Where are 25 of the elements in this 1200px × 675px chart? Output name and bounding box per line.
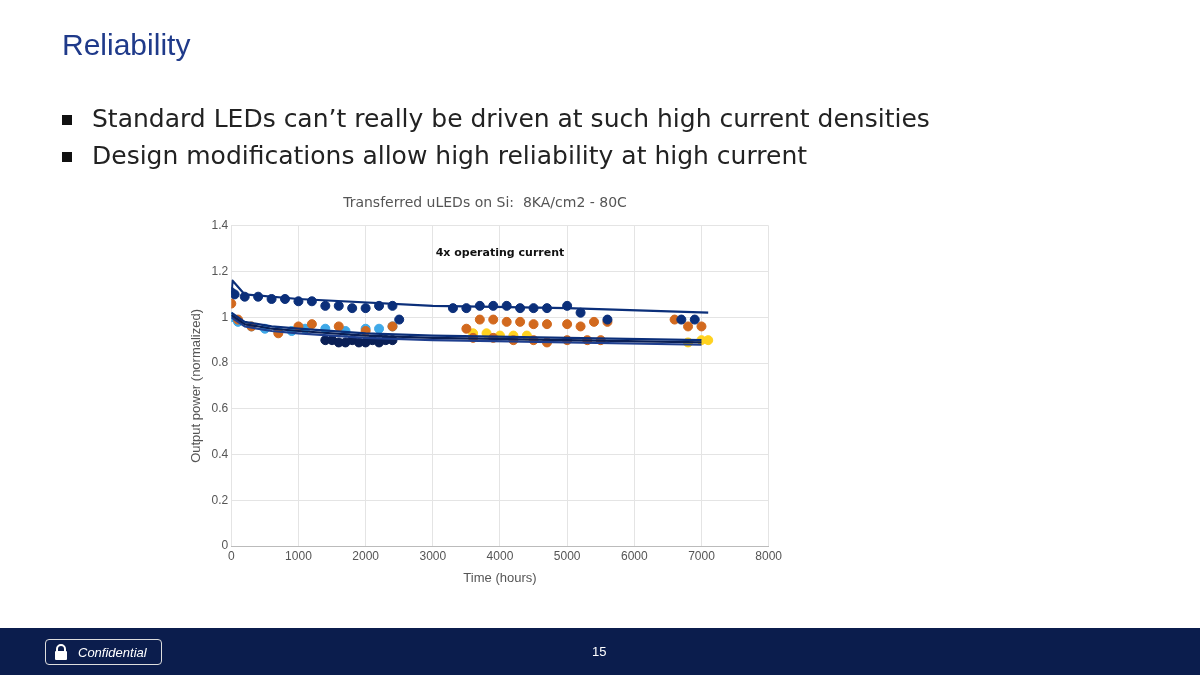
x-tick-label: 4000 xyxy=(486,548,514,563)
x-tick-label: 8000 xyxy=(755,548,783,563)
x-tick-label: 6000 xyxy=(620,548,648,563)
x-tick-label: 7000 xyxy=(688,548,716,563)
text: Standard LEDs can’t really be driven at such high current densities xyxy=(92,104,930,133)
text: Reliability xyxy=(62,28,191,62)
y-tick-label: 1.4 xyxy=(211,218,229,233)
y-tick-label: 0.2 xyxy=(211,492,229,507)
text: Confidential xyxy=(78,644,147,660)
y-tick-label: 1 xyxy=(221,309,229,324)
y-axis-title: Output power (normalized) xyxy=(188,308,204,463)
x-tick-label: 5000 xyxy=(553,548,581,563)
x-axis-title: Time (hours) xyxy=(463,569,537,585)
annotation: 4x operating current xyxy=(435,245,565,259)
y-tick-label: 0.6 xyxy=(211,401,229,416)
x-tick-label: 1000 xyxy=(285,548,313,563)
chart-title: Transferred uLEDs on Si: 8KA/cm2 - 80C xyxy=(342,194,628,211)
y-tick-label: 0.8 xyxy=(211,355,229,370)
x-tick-label: 3000 xyxy=(419,548,447,563)
text: 15 xyxy=(592,644,607,659)
text: Design modifications allow high reliability at high current xyxy=(92,141,808,170)
y-tick-label: 0 xyxy=(221,538,229,553)
x-tick-label: 2000 xyxy=(352,548,380,563)
y-tick-label: 0.4 xyxy=(211,446,229,461)
y-tick-label: 1.2 xyxy=(211,263,229,278)
